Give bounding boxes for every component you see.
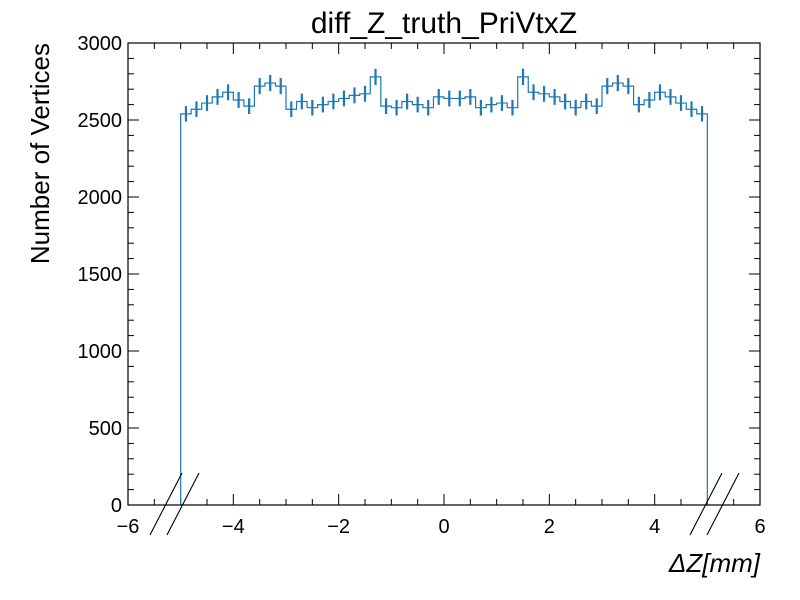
y-tick-label: 2000: [78, 187, 123, 209]
y-tick-label: 1500: [78, 264, 123, 286]
x-tick-label: 6: [754, 516, 765, 538]
histogram-step-line: [180, 76, 708, 505]
minor-ticks: [128, 43, 760, 505]
major-ticks: [127, 42, 761, 506]
y-axis-label: Number of Vertices: [25, 43, 55, 264]
x-tick-label: 0: [438, 516, 449, 538]
x-tick-label: 4: [649, 516, 660, 538]
error-bars: [184, 68, 704, 122]
x-axis-unit: [mm]: [701, 548, 761, 578]
x-tick-label: 2: [544, 516, 555, 538]
y-tick-label: 2500: [78, 110, 123, 132]
x-tick-label: −6: [117, 516, 140, 538]
histogram-series: [180, 76, 708, 505]
y-tick-label: 3000: [78, 33, 123, 55]
break-mark-line: [166, 472, 200, 536]
chart-title: diff_Z_truth_PriVtxZ: [311, 7, 577, 40]
plot-frame: [127, 42, 761, 506]
x-tick-label: −4: [222, 516, 245, 538]
x-axis-label: ΔZ[mm]: [668, 548, 761, 578]
x-tick-label: −2: [327, 516, 350, 538]
break-mark-line: [149, 472, 183, 536]
break-mark-line: [706, 472, 740, 536]
y-tick-label: 500: [89, 418, 122, 440]
axis-break-marks: [149, 472, 740, 536]
y-tick-label: 1000: [78, 341, 123, 363]
tick-labels: −6 −4 −2 0 2 4 6 0 500 1000 1500 2000 2500 3000: [78, 33, 766, 538]
x-axis-symbol: ΔZ: [668, 548, 703, 578]
y-tick-label: 0: [111, 495, 122, 517]
break-mark-line: [689, 472, 723, 536]
